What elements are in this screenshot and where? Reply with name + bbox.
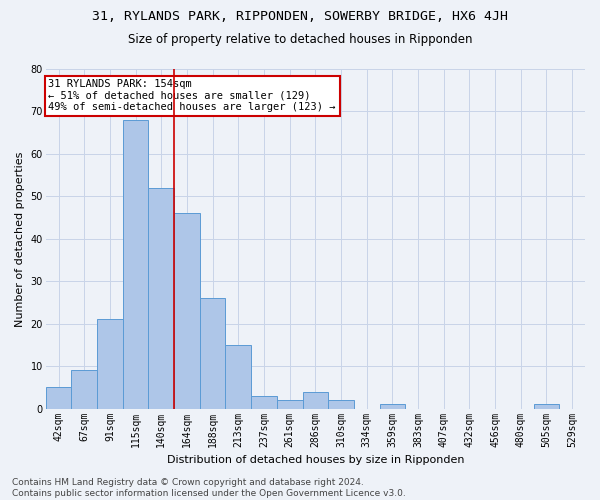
Bar (71, 370, 97, 408)
Text: 31, RYLANDS PARK, RIPPONDEN, SOWERBY BRIDGE, HX6 4JH: 31, RYLANDS PARK, RIPPONDEN, SOWERBY BRI… (92, 10, 508, 23)
X-axis label: Distribution of detached houses by size in Ripponden: Distribution of detached houses by size … (167, 455, 464, 465)
Y-axis label: Number of detached properties: Number of detached properties (15, 151, 25, 326)
Bar (148, 188, 174, 408)
Bar (123, 120, 148, 408)
Bar (328, 400, 354, 408)
Bar (380, 404, 405, 408)
Text: 31 RYLANDS PARK: 154sqm
← 51% of detached houses are smaller (129)
49% of semi-d: 31 RYLANDS PARK: 154sqm ← 51% of detache… (49, 79, 336, 112)
Bar (533, 404, 559, 408)
Text: Contains HM Land Registry data © Crown copyright and database right 2024.
Contai: Contains HM Land Registry data © Crown c… (12, 478, 406, 498)
Text: Size of property relative to detached houses in Ripponden: Size of property relative to detached ho… (128, 32, 472, 46)
Bar (200, 298, 226, 408)
Bar (277, 400, 302, 408)
Bar (97, 320, 123, 408)
Bar (226, 345, 251, 408)
Bar (302, 392, 328, 408)
Bar (251, 396, 277, 408)
Bar (174, 214, 200, 408)
Bar (46, 388, 71, 408)
